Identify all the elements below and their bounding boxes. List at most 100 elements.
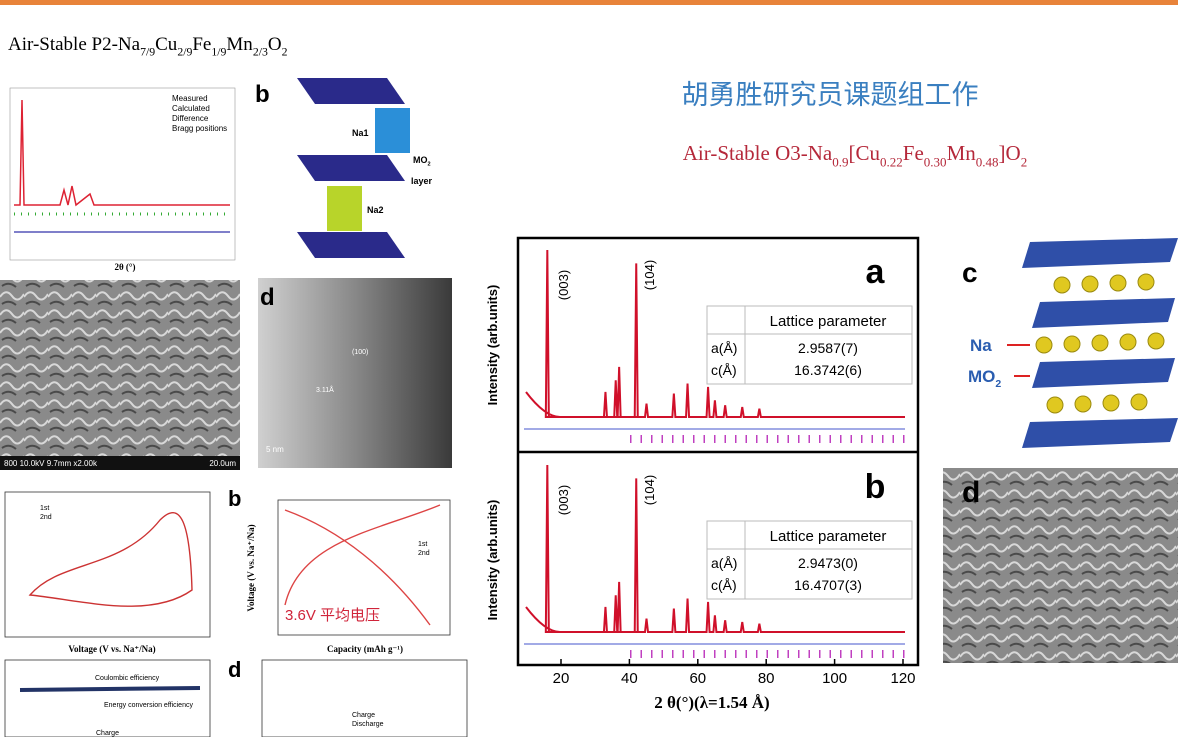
panel-letter: b	[865, 468, 886, 506]
subscript: 2	[995, 378, 1001, 390]
subscript: 2	[1021, 154, 1028, 169]
sem-scale: 20.0um	[209, 459, 236, 468]
structure-label: MO2	[968, 367, 1001, 390]
table-header: Lattice parameter	[770, 528, 887, 545]
legend-item: Discharge	[352, 721, 384, 728]
text-part: O	[268, 34, 282, 55]
x-tick-label: 60	[689, 670, 706, 687]
axis-label: Voltage (V vs. Na⁺/Na)	[246, 524, 256, 611]
sem-caption: 800 10.0kV 9.7mm x2.00k	[4, 459, 98, 468]
panel-letter: b	[255, 81, 270, 108]
x-tick-label: 100	[822, 670, 847, 687]
text-part: MO	[413, 155, 428, 165]
axis-label: Intensity (arb.units)	[485, 500, 500, 621]
legend-item: Calculated	[172, 104, 210, 113]
axis-label: 2θ (°)	[114, 262, 135, 272]
axis-label: Capacity (mAh g⁻¹)	[327, 644, 403, 654]
subscript: 2/9	[177, 46, 192, 59]
legend-item: Energy conversion efficiency	[104, 702, 193, 709]
axis-label: Intensity (arb.units)	[485, 285, 500, 406]
peak-label: (003)	[556, 270, 571, 300]
left-title: Air-Stable P2-Na7/9Cu2/9Fe1/9Mn2/3O2	[8, 34, 288, 59]
x-tick-label: 40	[621, 670, 638, 687]
structure-label: Na	[970, 336, 992, 355]
axis-label: 2 θ(°)(λ=1.54 Å)	[654, 693, 769, 712]
subscript: 2	[282, 46, 288, 59]
x-tick-label: 80	[758, 670, 775, 687]
panel-letter: d	[260, 284, 275, 311]
sem-image	[0, 280, 240, 470]
structure-left	[297, 78, 410, 258]
text-part: Mn	[226, 34, 253, 55]
table-cell: c(Å)	[711, 362, 737, 378]
panel-letter: c	[962, 257, 978, 288]
legend-item: 1st	[418, 541, 427, 548]
subtitle: Air-Stable O3-Na0.9[Cu0.22Fe0.30Mn0.48]O…	[683, 141, 1027, 169]
subscript: 1/9	[211, 46, 226, 59]
text-part: Fe	[903, 141, 924, 165]
text-part: Air-Stable P2-Na	[8, 34, 141, 55]
lattice-table	[706, 520, 913, 600]
panel-letter: a	[866, 253, 886, 291]
table-cell: 2.9473(0)	[798, 555, 858, 571]
legend-item: 1st	[40, 505, 49, 512]
tem-label: 3.11Å	[316, 385, 334, 394]
text-part: Fe	[192, 34, 211, 55]
table-cell: 16.4707(3)	[794, 577, 862, 593]
legend-item: Coulombic efficiency	[95, 675, 160, 682]
subscript: 0.30	[924, 154, 947, 169]
sem-image-right	[943, 468, 1178, 663]
top-bar	[0, 0, 1178, 5]
legend-item: Charge	[96, 730, 119, 737]
subscript: 0.48	[976, 154, 999, 169]
legend-item: Measured	[172, 94, 208, 103]
rate-plot	[261, 659, 468, 737]
text-part: Cu	[155, 34, 178, 55]
legend-item: Charge	[352, 712, 375, 719]
structure-right	[1007, 238, 1178, 448]
subscript: 2/3	[253, 46, 268, 59]
table-header: Lattice parameter	[770, 313, 887, 330]
structure-label: MO2	[413, 155, 431, 168]
peak-label: (104)	[642, 260, 657, 290]
xrd-pattern	[525, 249, 905, 418]
lattice-table	[706, 305, 913, 385]
structure-label: Na2	[367, 205, 384, 215]
charge-curve	[284, 504, 441, 626]
table-cell: a(Å)	[711, 340, 737, 356]
x-tick-label: 120	[890, 670, 915, 687]
cv-plot	[4, 491, 211, 638]
legend-item: Difference	[172, 114, 209, 123]
table-cell: 2.9587(7)	[798, 340, 858, 356]
cv-curve	[28, 512, 193, 607]
legend-item: Bragg positions	[172, 124, 227, 133]
cycle-plot	[4, 659, 211, 737]
panel-letter: d	[228, 657, 241, 682]
table-cell: 16.3742(6)	[794, 362, 862, 378]
legend-item: 2nd	[40, 514, 52, 521]
peak-label: (003)	[556, 485, 571, 515]
text-part: ]O	[999, 141, 1021, 165]
cycle-curve	[19, 686, 201, 692]
xrd-image	[9, 87, 236, 261]
xrd-curve	[14, 99, 230, 207]
xrd-pattern	[525, 464, 905, 633]
text-part: Air-Stable O3-Na	[683, 141, 833, 165]
table-cell: a(Å)	[711, 555, 737, 571]
text-part: [Cu	[849, 141, 881, 165]
structure-label: Na1	[352, 128, 369, 138]
panel-letter: d	[962, 476, 980, 509]
peak-label: (104)	[642, 475, 657, 505]
subscript: 2	[428, 162, 431, 168]
text-part: Mn	[947, 141, 977, 165]
subscript: 0.9	[832, 154, 848, 169]
table-cell: c(Å)	[711, 577, 737, 593]
text-part: MO	[968, 367, 995, 386]
tem-label: 5 nm	[266, 445, 284, 454]
axis-label: Voltage (V vs. Na⁺/Na)	[68, 644, 155, 654]
tem-image	[258, 278, 452, 468]
tem-label: (100)	[352, 349, 368, 356]
structure-label: layer	[411, 176, 433, 186]
annotation: 3.6V 平均电压	[285, 607, 380, 624]
